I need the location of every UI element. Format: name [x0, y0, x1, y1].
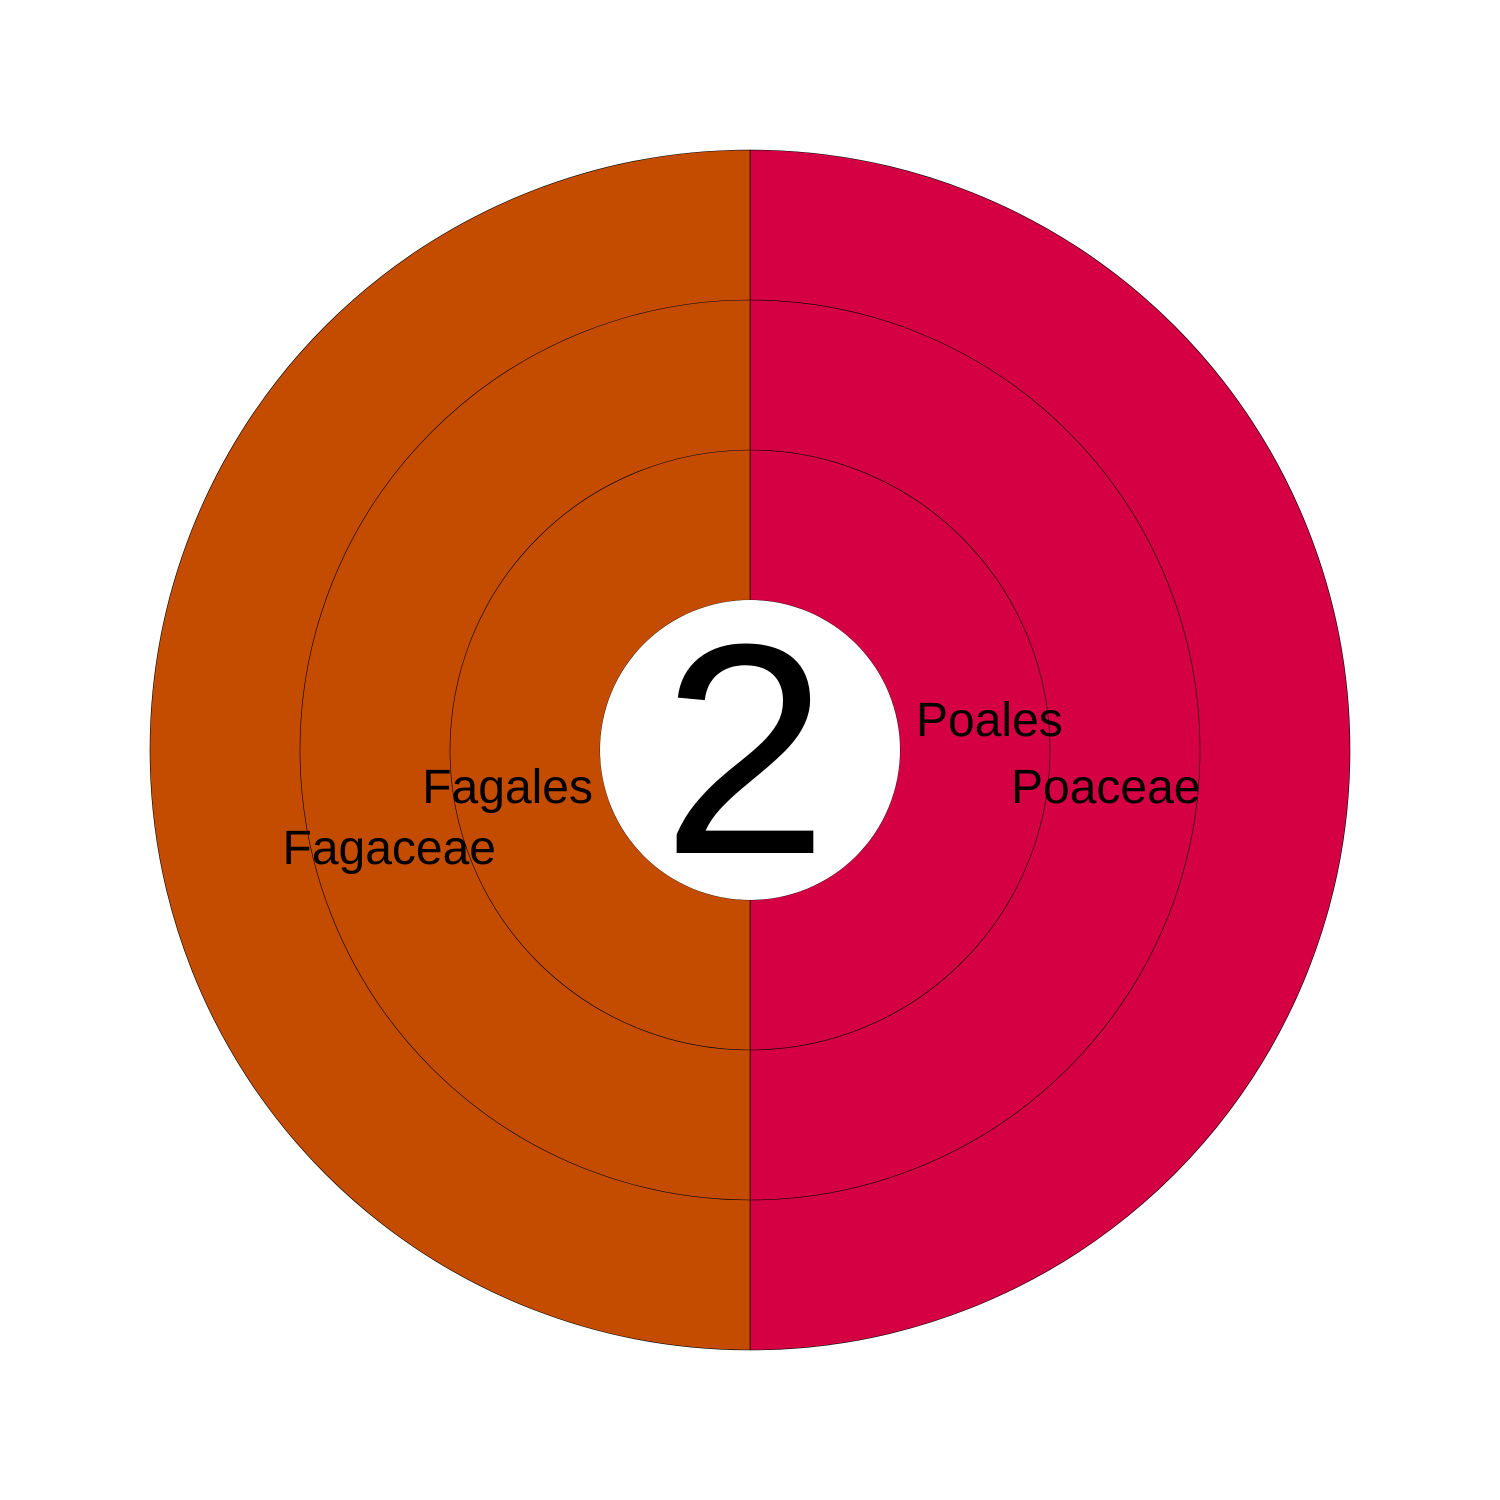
order-label-poales: Poales — [916, 694, 1063, 747]
ring-divider-2 — [299, 299, 1201, 1201]
center-hole — [600, 600, 900, 900]
family-label-fagaceae: Fagaceae — [283, 822, 497, 875]
ring-divider-layer — [299, 299, 1201, 1201]
family-label-poaceae: Poaceae — [1011, 761, 1201, 814]
order-label-fagales: Fagales — [422, 761, 593, 814]
label-layer: Fagales Fagaceae Poales Poaceae — [283, 694, 1201, 875]
center-count-label: 2 — [662, 581, 829, 917]
ring-divider-1 — [449, 449, 1051, 1051]
